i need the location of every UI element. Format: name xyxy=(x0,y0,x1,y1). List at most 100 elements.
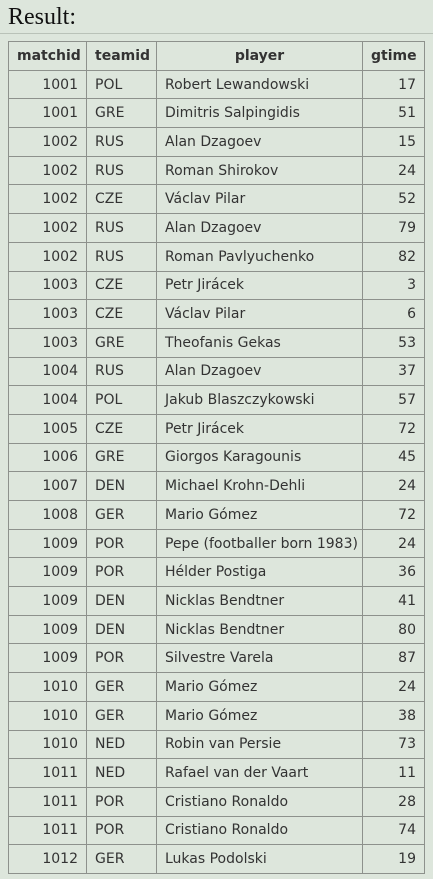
cell-teamid: GER xyxy=(87,701,157,730)
cell-matchid: 1002 xyxy=(9,242,87,271)
table-row: 1011 POR Cristiano Ronaldo 74 xyxy=(9,816,425,845)
cell-gtime: 51 xyxy=(363,99,425,128)
table-row: 1009 DEN Nicklas Bendtner 41 xyxy=(9,587,425,616)
cell-matchid: 1005 xyxy=(9,414,87,443)
cell-matchid: 1002 xyxy=(9,214,87,243)
cell-teamid: RUS xyxy=(87,156,157,185)
table-row: 1009 POR Pepe (footballer born 1983) 24 xyxy=(9,529,425,558)
table-row: 1002 RUS Alan Dzagoev 15 xyxy=(9,128,425,157)
cell-matchid: 1002 xyxy=(9,128,87,157)
table-row: 1002 RUS Roman Pavlyuchenko 82 xyxy=(9,242,425,271)
result-table: matchid teamid player gtime 1001 POL Rober… xyxy=(8,41,425,874)
cell-gtime: 45 xyxy=(363,443,425,472)
cell-gtime: 37 xyxy=(363,357,425,386)
cell-matchid: 1009 xyxy=(9,558,87,587)
table-row: 1010 NED Robin van Persie 73 xyxy=(9,730,425,759)
cell-gtime: 36 xyxy=(363,558,425,587)
cell-player: Dimitris Salpingidis xyxy=(157,99,363,128)
cell-matchid: 1003 xyxy=(9,328,87,357)
cell-player: Alan Dzagoev xyxy=(157,357,363,386)
table-row: 1009 POR Silvestre Varela 87 xyxy=(9,644,425,673)
cell-player: Pepe (footballer born 1983) xyxy=(157,529,363,558)
cell-player: Nicklas Bendtner xyxy=(157,587,363,616)
cell-teamid: GRE xyxy=(87,328,157,357)
cell-gtime: 72 xyxy=(363,501,425,530)
cell-player: Theofanis Gekas xyxy=(157,328,363,357)
cell-player: Giorgos Karagounis xyxy=(157,443,363,472)
cell-player: Mario Gómez xyxy=(157,701,363,730)
cell-matchid: 1001 xyxy=(9,70,87,99)
cell-player: Robert Lewandowski xyxy=(157,70,363,99)
cell-player: Lukas Podolski xyxy=(157,845,363,874)
cell-teamid: RUS xyxy=(87,214,157,243)
cell-player: Cristiano Ronaldo xyxy=(157,787,363,816)
cell-teamid: POL xyxy=(87,70,157,99)
table-row: 1011 NED Rafael van der Vaart 11 xyxy=(9,759,425,788)
cell-player: Hélder Postiga xyxy=(157,558,363,587)
cell-player: Silvestre Varela xyxy=(157,644,363,673)
cell-player: Robin van Persie xyxy=(157,730,363,759)
cell-teamid: RUS xyxy=(87,128,157,157)
result-table-body: 1001 POL Robert Lewandowski 17 1001 GRE Dimitr… xyxy=(9,70,425,873)
cell-matchid: 1002 xyxy=(9,156,87,185)
cell-matchid: 1010 xyxy=(9,701,87,730)
cell-gtime: 24 xyxy=(363,529,425,558)
cell-teamid: GRE xyxy=(87,443,157,472)
cell-gtime: 28 xyxy=(363,787,425,816)
cell-player: Mario Gómez xyxy=(157,673,363,702)
table-row: 1006 GRE Giorgos Karagounis 45 xyxy=(9,443,425,472)
cell-gtime: 3 xyxy=(363,271,425,300)
table-row: 1010 GER Mario Gómez 24 xyxy=(9,673,425,702)
cell-teamid: NED xyxy=(87,730,157,759)
cell-teamid: POL xyxy=(87,386,157,415)
cell-player: Alan Dzagoev xyxy=(157,128,363,157)
table-row: 1002 CZE Václav Pilar 52 xyxy=(9,185,425,214)
cell-teamid: GER xyxy=(87,845,157,874)
cell-gtime: 52 xyxy=(363,185,425,214)
cell-gtime: 19 xyxy=(363,845,425,874)
cell-matchid: 1001 xyxy=(9,99,87,128)
cell-player: Cristiano Ronaldo xyxy=(157,816,363,845)
table-row: 1001 GRE Dimitris Salpingidis 51 xyxy=(9,99,425,128)
cell-teamid: POR xyxy=(87,787,157,816)
cell-player: Michael Krohn-Dehli xyxy=(157,472,363,501)
cell-gtime: 15 xyxy=(363,128,425,157)
table-row: 1003 CZE Petr Jirácek 3 xyxy=(9,271,425,300)
cell-player: Rafael van der Vaart xyxy=(157,759,363,788)
table-row: 1005 CZE Petr Jirácek 72 xyxy=(9,414,425,443)
cell-matchid: 1011 xyxy=(9,816,87,845)
cell-teamid: POR xyxy=(87,558,157,587)
cell-teamid: POR xyxy=(87,529,157,558)
table-row: 1003 CZE Václav Pilar 6 xyxy=(9,300,425,329)
cell-teamid: GER xyxy=(87,501,157,530)
cell-matchid: 1002 xyxy=(9,185,87,214)
cell-player: Roman Pavlyuchenko xyxy=(157,242,363,271)
cell-teamid: CZE xyxy=(87,300,157,329)
cell-gtime: 57 xyxy=(363,386,425,415)
table-row: 1004 POL Jakub Blaszczykowski 57 xyxy=(9,386,425,415)
cell-matchid: 1003 xyxy=(9,300,87,329)
cell-matchid: 1006 xyxy=(9,443,87,472)
cell-gtime: 41 xyxy=(363,587,425,616)
table-row: 1012 GER Lukas Podolski 19 xyxy=(9,845,425,874)
column-header-matchid: matchid xyxy=(9,42,87,71)
cell-matchid: 1009 xyxy=(9,615,87,644)
cell-gtime: 6 xyxy=(363,300,425,329)
table-row: 1009 DEN Nicklas Bendtner 80 xyxy=(9,615,425,644)
cell-gtime: 24 xyxy=(363,673,425,702)
cell-gtime: 80 xyxy=(363,615,425,644)
cell-teamid: RUS xyxy=(87,242,157,271)
cell-player: Nicklas Bendtner xyxy=(157,615,363,644)
cell-teamid: GRE xyxy=(87,99,157,128)
cell-matchid: 1008 xyxy=(9,501,87,530)
cell-player: Jakub Blaszczykowski xyxy=(157,386,363,415)
cell-matchid: 1004 xyxy=(9,386,87,415)
cell-teamid: POR xyxy=(87,644,157,673)
cell-player: Mario Gómez xyxy=(157,501,363,530)
cell-matchid: 1010 xyxy=(9,730,87,759)
table-row: 1002 RUS Roman Shirokov 24 xyxy=(9,156,425,185)
cell-gtime: 38 xyxy=(363,701,425,730)
cell-player: Petr Jirácek xyxy=(157,271,363,300)
table-row: 1007 DEN Michael Krohn-Dehli 24 xyxy=(9,472,425,501)
table-row: 1003 GRE Theofanis Gekas 53 xyxy=(9,328,425,357)
